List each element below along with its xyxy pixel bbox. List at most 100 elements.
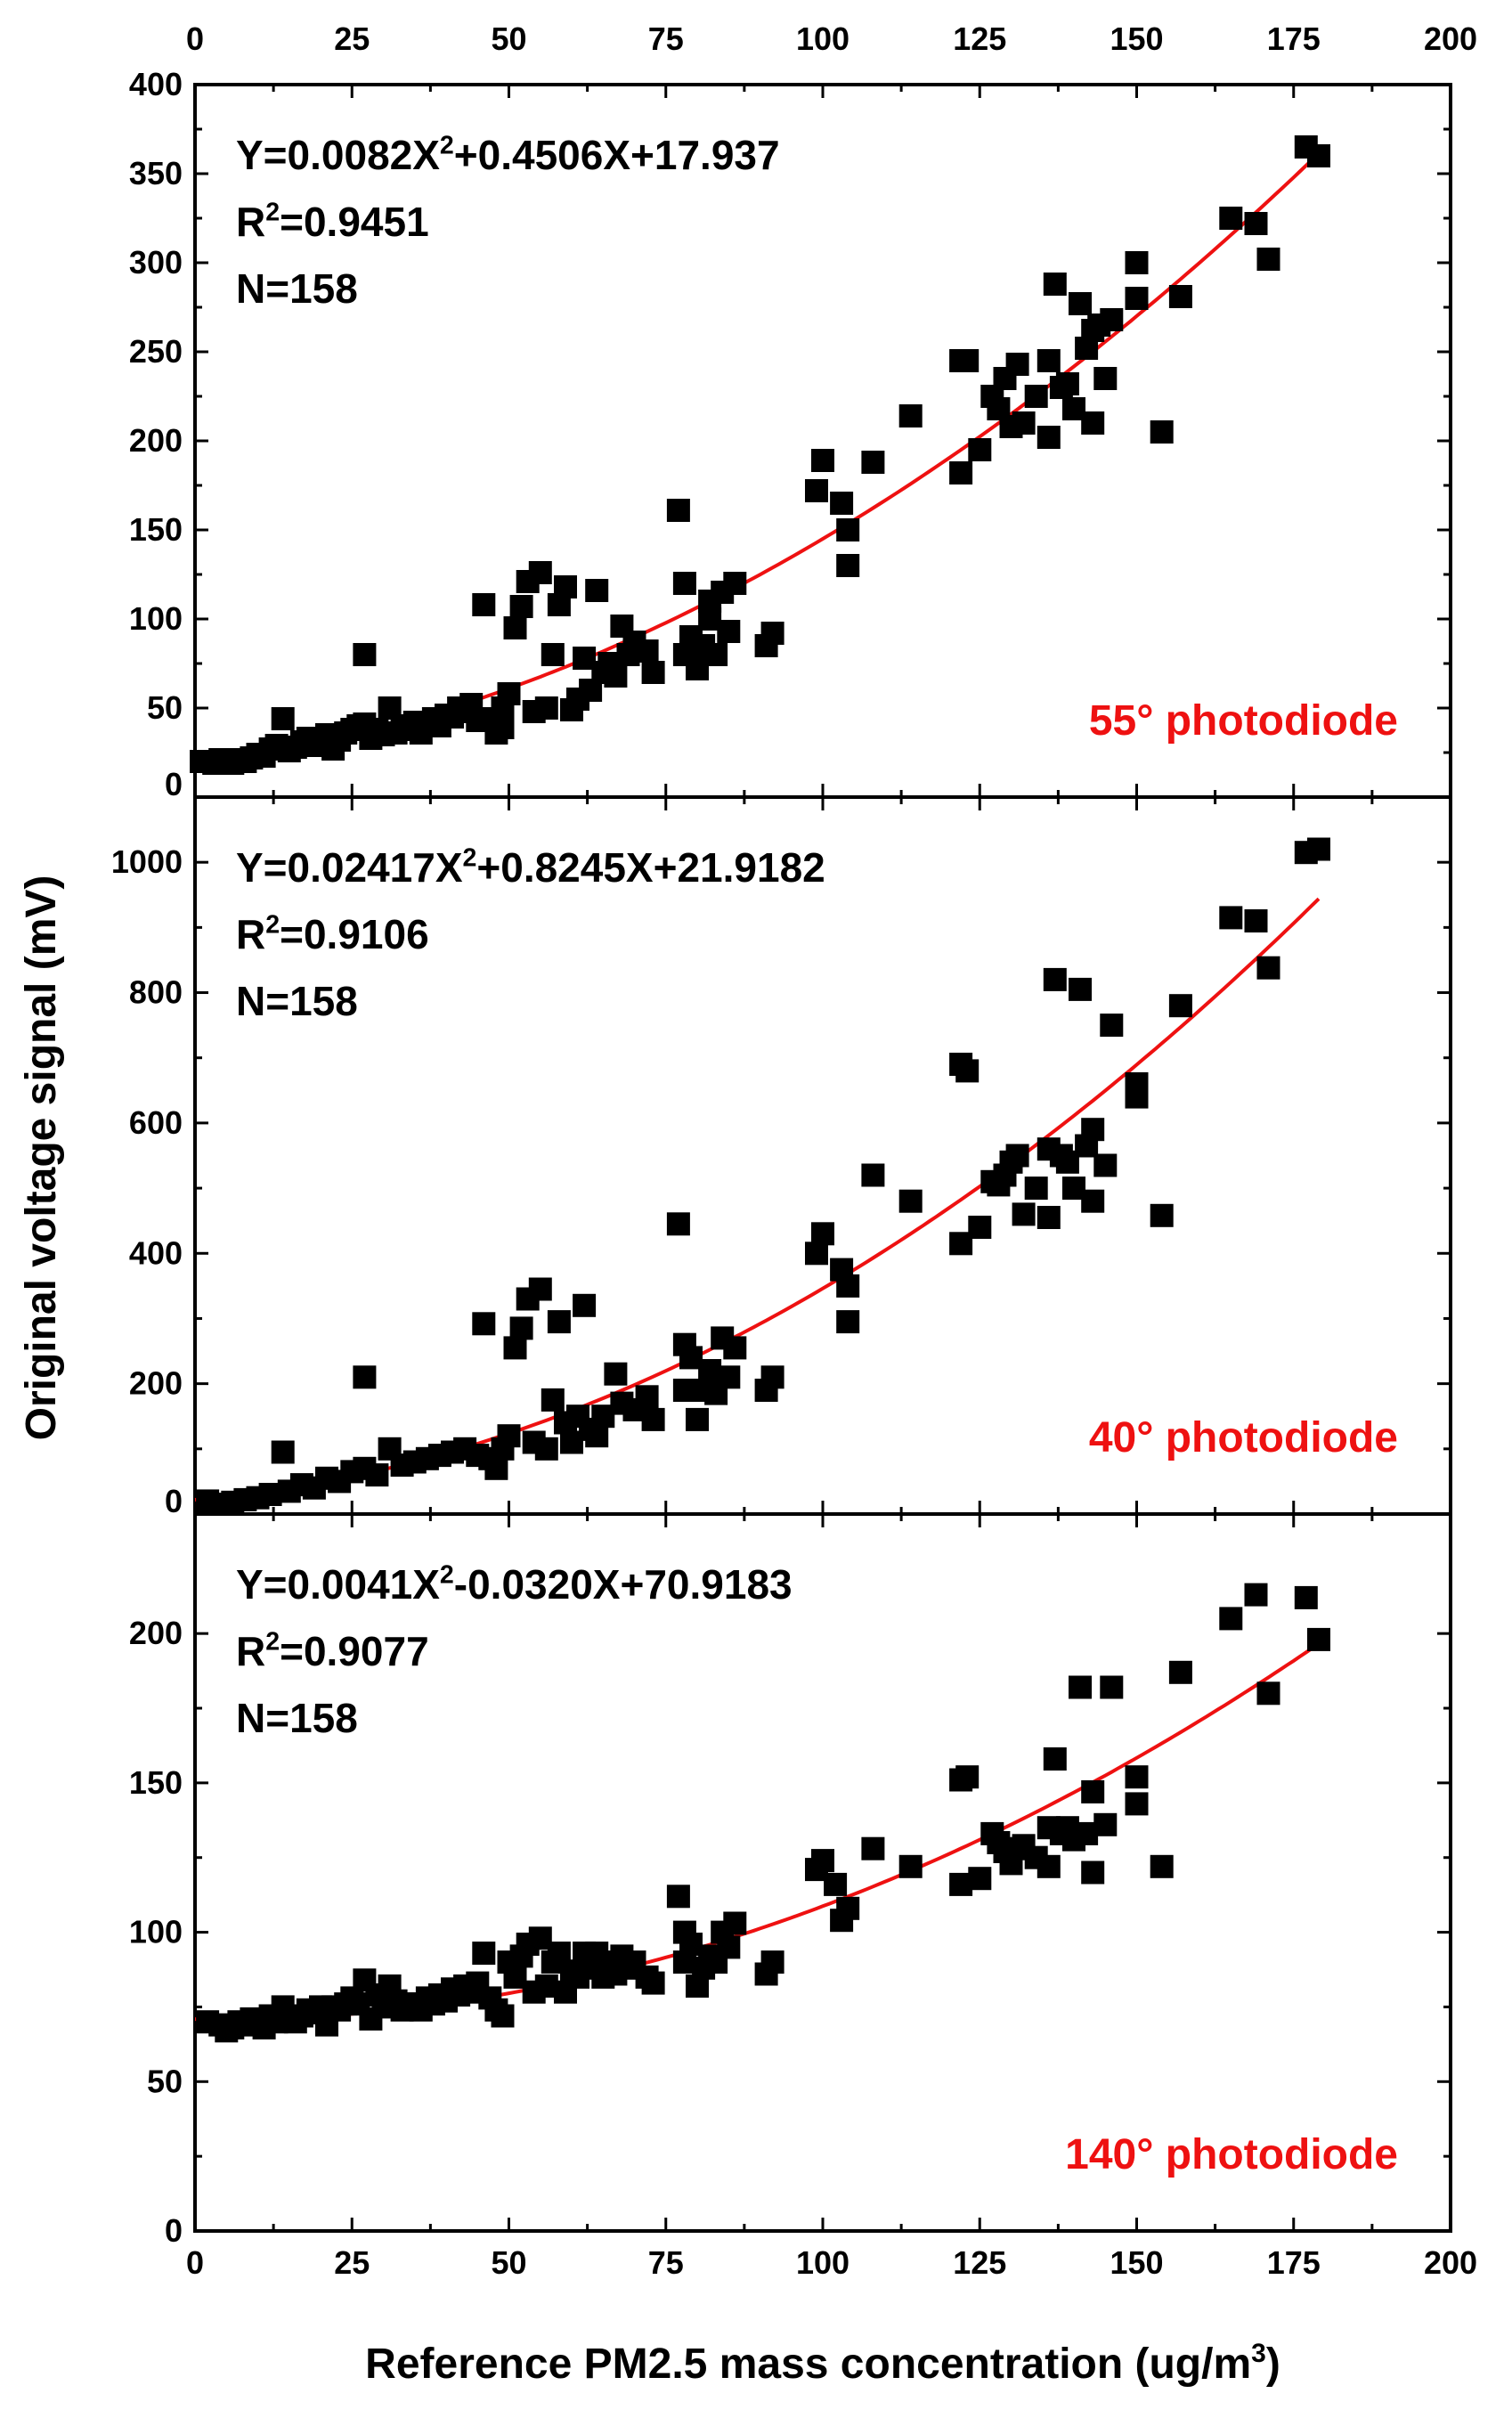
data-point bbox=[1100, 308, 1124, 331]
data-point bbox=[898, 1189, 923, 1213]
y-tick-label: 0 bbox=[165, 766, 183, 802]
y-tick-label: 200 bbox=[129, 1615, 183, 1651]
data-point bbox=[760, 1365, 784, 1389]
fit-equation-suffix: +0.8245X+21.9182 bbox=[476, 844, 825, 891]
x-tick-label-top: 175 bbox=[1267, 20, 1321, 57]
r-squared-superscript: 2 bbox=[265, 1628, 280, 1657]
fit-equation-suffix: -0.0320X+70.9183 bbox=[454, 1561, 793, 1608]
data-point bbox=[968, 1867, 992, 1891]
data-point bbox=[1219, 207, 1243, 230]
data-point bbox=[1036, 1206, 1061, 1229]
fit-equation-base: Y=0.02417X bbox=[236, 844, 463, 891]
data-point bbox=[1125, 1765, 1149, 1789]
fit-equation-base: Y=0.0041X bbox=[236, 1561, 440, 1608]
y-tick-label: 250 bbox=[129, 333, 183, 370]
data-point bbox=[1100, 1675, 1124, 1699]
y-tick-label: 350 bbox=[129, 155, 183, 191]
data-point bbox=[1256, 248, 1280, 271]
data-point bbox=[1069, 977, 1092, 1001]
data-point bbox=[472, 1312, 496, 1336]
data-point bbox=[503, 1336, 527, 1360]
data-point bbox=[666, 1885, 690, 1909]
data-point bbox=[955, 1765, 980, 1789]
data-point bbox=[1081, 1860, 1105, 1885]
data-point bbox=[1150, 420, 1174, 444]
data-point bbox=[717, 1935, 741, 1959]
data-point bbox=[1081, 1189, 1105, 1213]
y-tick-label: 150 bbox=[129, 1764, 183, 1801]
data-point bbox=[641, 661, 665, 684]
panel-1: 0 50 100 150 200 250 300 350 400 N=158 55° photodi… bbox=[129, 66, 1452, 802]
y-axis-label: Original voltage signal (mV) bbox=[18, 875, 65, 1441]
data-point bbox=[898, 1854, 923, 1878]
r-squared: R2=0.9451 bbox=[236, 199, 429, 245]
data-point bbox=[472, 593, 496, 616]
fit-curve bbox=[194, 897, 1321, 1502]
data-point bbox=[704, 643, 728, 666]
panel-2: 0 200 400 600 800 1000 N=158 40° photodiode bbox=[111, 795, 1452, 1519]
r-squared-superscript: 2 bbox=[265, 911, 280, 940]
y-tick-label: 50 bbox=[147, 2063, 183, 2099]
data-point bbox=[955, 349, 980, 372]
data-point bbox=[1168, 1660, 1192, 1684]
data-point bbox=[271, 707, 295, 730]
data-point bbox=[573, 1293, 597, 1317]
data-point bbox=[1219, 906, 1243, 930]
data-point bbox=[1069, 1675, 1092, 1699]
fit-curve bbox=[194, 151, 1321, 768]
x-tick-label: 175 bbox=[1267, 2244, 1321, 2281]
data-point bbox=[503, 616, 527, 639]
y-tick-label: 150 bbox=[129, 511, 183, 548]
data-point bbox=[836, 1310, 860, 1334]
fit-equation-superscript: 2 bbox=[440, 132, 454, 160]
data-point bbox=[830, 492, 854, 515]
data-point bbox=[641, 1971, 665, 1995]
data-point bbox=[1081, 411, 1105, 435]
data-point bbox=[271, 1440, 295, 1464]
x-tick-label: 200 bbox=[1424, 2244, 1477, 2281]
data-point bbox=[1069, 292, 1092, 315]
data-point bbox=[666, 1212, 690, 1236]
data-point bbox=[1294, 1585, 1318, 1609]
data-point bbox=[1256, 956, 1280, 980]
data-point bbox=[1012, 411, 1036, 435]
data-point bbox=[1244, 909, 1268, 932]
data-point bbox=[604, 1362, 628, 1386]
y-tick-label: 200 bbox=[129, 1365, 183, 1402]
data-point bbox=[534, 1437, 558, 1461]
data-point bbox=[1307, 837, 1330, 861]
data-point bbox=[1081, 1779, 1105, 1803]
data-point bbox=[717, 620, 741, 643]
y-tick-label: 1000 bbox=[111, 843, 183, 880]
data-point bbox=[717, 1365, 741, 1389]
x-tick-label: 75 bbox=[648, 2244, 684, 2281]
data-point bbox=[1036, 349, 1061, 372]
data-point bbox=[1012, 1202, 1036, 1226]
x-axis-label-base: Reference PM2.5 mass concentration (ug/m bbox=[365, 2341, 1251, 2388]
x-tick-label-top: 50 bbox=[491, 20, 526, 57]
data-point bbox=[1125, 1792, 1149, 1816]
data-point bbox=[1005, 353, 1029, 376]
x-tick-label-top: 150 bbox=[1110, 20, 1163, 57]
sample-count: N=158 bbox=[236, 978, 358, 1024]
data-point bbox=[836, 1274, 860, 1298]
data-point bbox=[1036, 426, 1061, 449]
data-point bbox=[509, 595, 533, 618]
data-point bbox=[472, 1942, 496, 1966]
data-point bbox=[1024, 1176, 1048, 1201]
data-point bbox=[861, 451, 885, 474]
fit-equation: Y=0.02417X2+0.8245X+21.9182 bbox=[236, 844, 825, 891]
data-point bbox=[365, 1463, 389, 1487]
data-point bbox=[1055, 372, 1079, 395]
x-tick-label-top: 25 bbox=[334, 20, 370, 57]
data-point bbox=[1125, 1085, 1149, 1109]
data-point bbox=[1168, 994, 1192, 1018]
data-point bbox=[666, 499, 690, 522]
data-point bbox=[353, 1365, 377, 1389]
data-point bbox=[541, 1388, 565, 1412]
data-point bbox=[635, 1385, 659, 1409]
data-point bbox=[968, 1216, 992, 1239]
data-point bbox=[497, 1424, 521, 1448]
r-squared-suffix: =0.9106 bbox=[280, 911, 429, 957]
